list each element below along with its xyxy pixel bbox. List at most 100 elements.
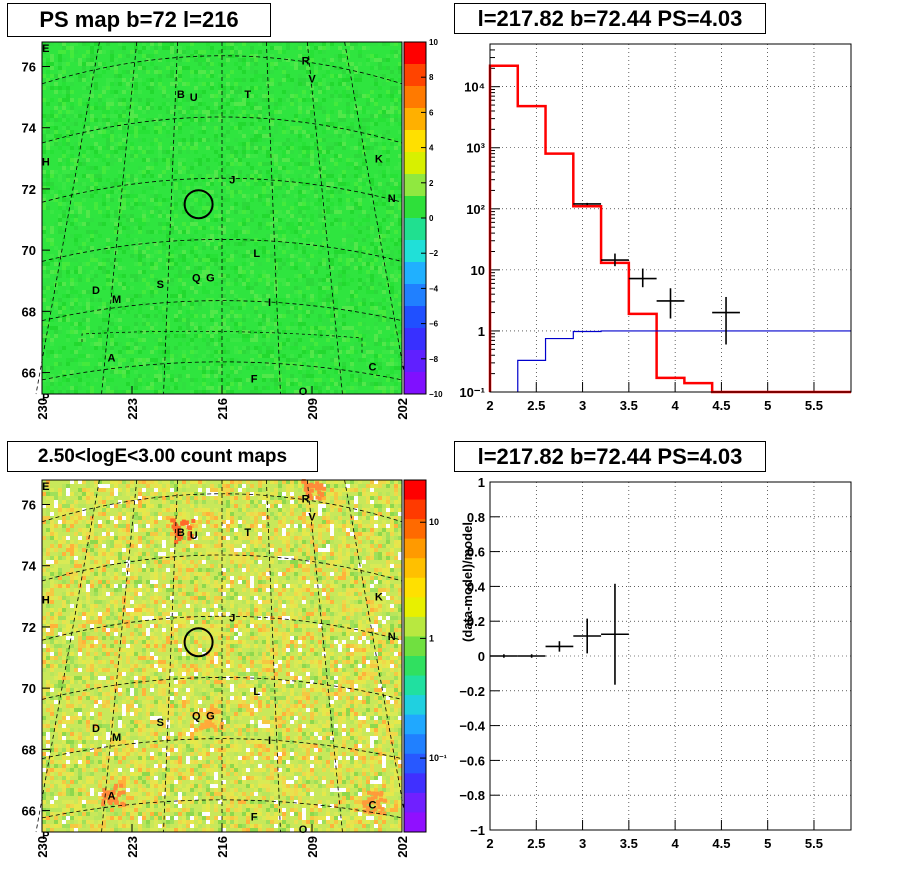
source-label-J: J xyxy=(229,613,235,625)
colorbar-segment xyxy=(404,262,426,285)
colorbar-label-1: 1 xyxy=(429,633,434,643)
y-tick-label-5: 0 xyxy=(478,649,485,664)
y-tick-label-66: 66 xyxy=(22,804,36,819)
source-label-J: J xyxy=(229,175,235,187)
colorbar-label-3: 4 xyxy=(429,144,434,153)
x-tick-label-5.5: 5.5 xyxy=(805,398,823,413)
source-label-U: U xyxy=(190,530,198,542)
x-tick-label-3.5: 3.5 xyxy=(620,836,638,851)
y-tick-label-2: 10² xyxy=(466,202,485,217)
residual-title: l=217.82 b=72.44 PS=4.03 xyxy=(454,441,766,472)
x-tick-label-4.5: 4.5 xyxy=(712,836,730,851)
colorbar-label-5: 0 xyxy=(429,214,434,223)
colorbar-segment xyxy=(404,152,426,175)
source-label-A: A xyxy=(107,352,115,364)
colorbar-segment xyxy=(404,734,426,754)
x-tick-label-230: 230 xyxy=(35,836,50,858)
colorbar-label-2: 6 xyxy=(429,108,434,117)
x-tick-label-3.5: 3.5 xyxy=(620,398,638,413)
source-label-F: F xyxy=(251,374,258,386)
colorbar-segment xyxy=(404,695,426,715)
colorbar-label-4: 2 xyxy=(429,179,434,188)
colorbar-label-6: −2 xyxy=(429,249,439,258)
x-tick-label-2: 2 xyxy=(486,398,493,413)
colorbar-segment xyxy=(404,108,426,131)
colorbar-segment xyxy=(404,715,426,735)
colorbar-segment xyxy=(404,793,426,813)
colorbar-segment xyxy=(404,558,426,578)
colorbar-segment xyxy=(404,539,426,559)
count-map-title: 2.50<logE<3.00 count maps xyxy=(7,441,318,472)
colorbar-label-8: −6 xyxy=(429,320,439,329)
ps-map-title: PS map b=72 l=216 xyxy=(7,3,271,37)
y-tick-label-74: 74 xyxy=(22,559,37,574)
x-tick-label-202: 202 xyxy=(395,398,410,420)
y-tick-label-7: −0.4 xyxy=(459,719,485,734)
y-tick-label-72: 72 xyxy=(22,620,36,635)
x-tick-label-223: 223 xyxy=(125,398,140,420)
source-label-V: V xyxy=(308,512,316,524)
source-label-C: C xyxy=(368,799,376,811)
colorbar-segment xyxy=(404,773,426,793)
colorbar-segment xyxy=(404,306,426,329)
source-label-Q: Q xyxy=(192,711,201,723)
x-tick-label-4: 4 xyxy=(672,836,680,851)
source-label-Q: Q xyxy=(192,273,201,285)
source-label-O: O xyxy=(299,824,308,836)
colorbar-label-0: 10 xyxy=(429,517,439,527)
y-tick-label-66: 66 xyxy=(22,366,36,381)
colorbar-segment xyxy=(404,64,426,87)
source-label-G: G xyxy=(206,273,215,285)
source-label-G: G xyxy=(206,711,215,723)
source-label-U: U xyxy=(190,92,198,104)
source-label-B: B xyxy=(177,89,185,101)
source-label-H: H xyxy=(42,594,50,606)
source-label-E: E xyxy=(42,43,49,55)
colorbar-segment xyxy=(404,42,426,65)
colorbar-segment xyxy=(404,676,426,696)
source-label-M: M xyxy=(112,732,121,744)
y-tick-label-9: −0.8 xyxy=(459,788,485,803)
source-label-B: B xyxy=(177,527,185,539)
source-label-N: N xyxy=(388,193,396,205)
x-tick-label-2.5: 2.5 xyxy=(527,836,545,851)
colorbar-segment xyxy=(404,617,426,637)
y-tick-label-74: 74 xyxy=(22,121,37,136)
colorbar-segment xyxy=(404,812,426,832)
source-label-I: I xyxy=(268,735,271,747)
source-label-O: O xyxy=(299,386,308,398)
x-tick-label-2.5: 2.5 xyxy=(527,398,545,413)
y-tick-label-5: 10⁻¹ xyxy=(459,385,485,400)
x-tick-label-5: 5 xyxy=(764,836,771,851)
x-tick-label-209: 209 xyxy=(305,398,320,420)
source-label-M: M xyxy=(112,294,121,306)
x-tick-label-5: 5 xyxy=(764,398,771,413)
colorbar-segment xyxy=(404,196,426,219)
colorbar-segment xyxy=(404,218,426,241)
x-tick-label-216: 216 xyxy=(215,398,230,420)
x-tick-label-4.5: 4.5 xyxy=(712,398,730,413)
x-tick-label-4: 4 xyxy=(672,398,680,413)
y-tick-label-76: 76 xyxy=(22,497,36,512)
y-tick-label-6: −0.2 xyxy=(459,684,485,699)
source-label-K: K xyxy=(375,153,383,165)
colorbar-segment xyxy=(404,500,426,520)
y-tick-label-0: 1 xyxy=(478,475,485,490)
y-tick-label-3: 10 xyxy=(471,263,485,278)
colorbar-segment xyxy=(404,86,426,109)
x-tick-label-209: 209 xyxy=(305,836,320,858)
colorbar-segment xyxy=(404,130,426,153)
colorbar-segment xyxy=(404,350,426,373)
y-tick-label-1: 10³ xyxy=(466,141,485,156)
y-tick-label-70: 70 xyxy=(22,243,36,258)
x-tick-label-3: 3 xyxy=(579,836,586,851)
source-label-D: D xyxy=(92,285,100,297)
source-label-E: E xyxy=(42,481,49,493)
x-tick-label-2: 2 xyxy=(486,836,493,851)
source-label-L: L xyxy=(253,686,260,698)
y-tick-label-68: 68 xyxy=(22,304,36,319)
y-tick-label-4: 1 xyxy=(478,324,485,339)
